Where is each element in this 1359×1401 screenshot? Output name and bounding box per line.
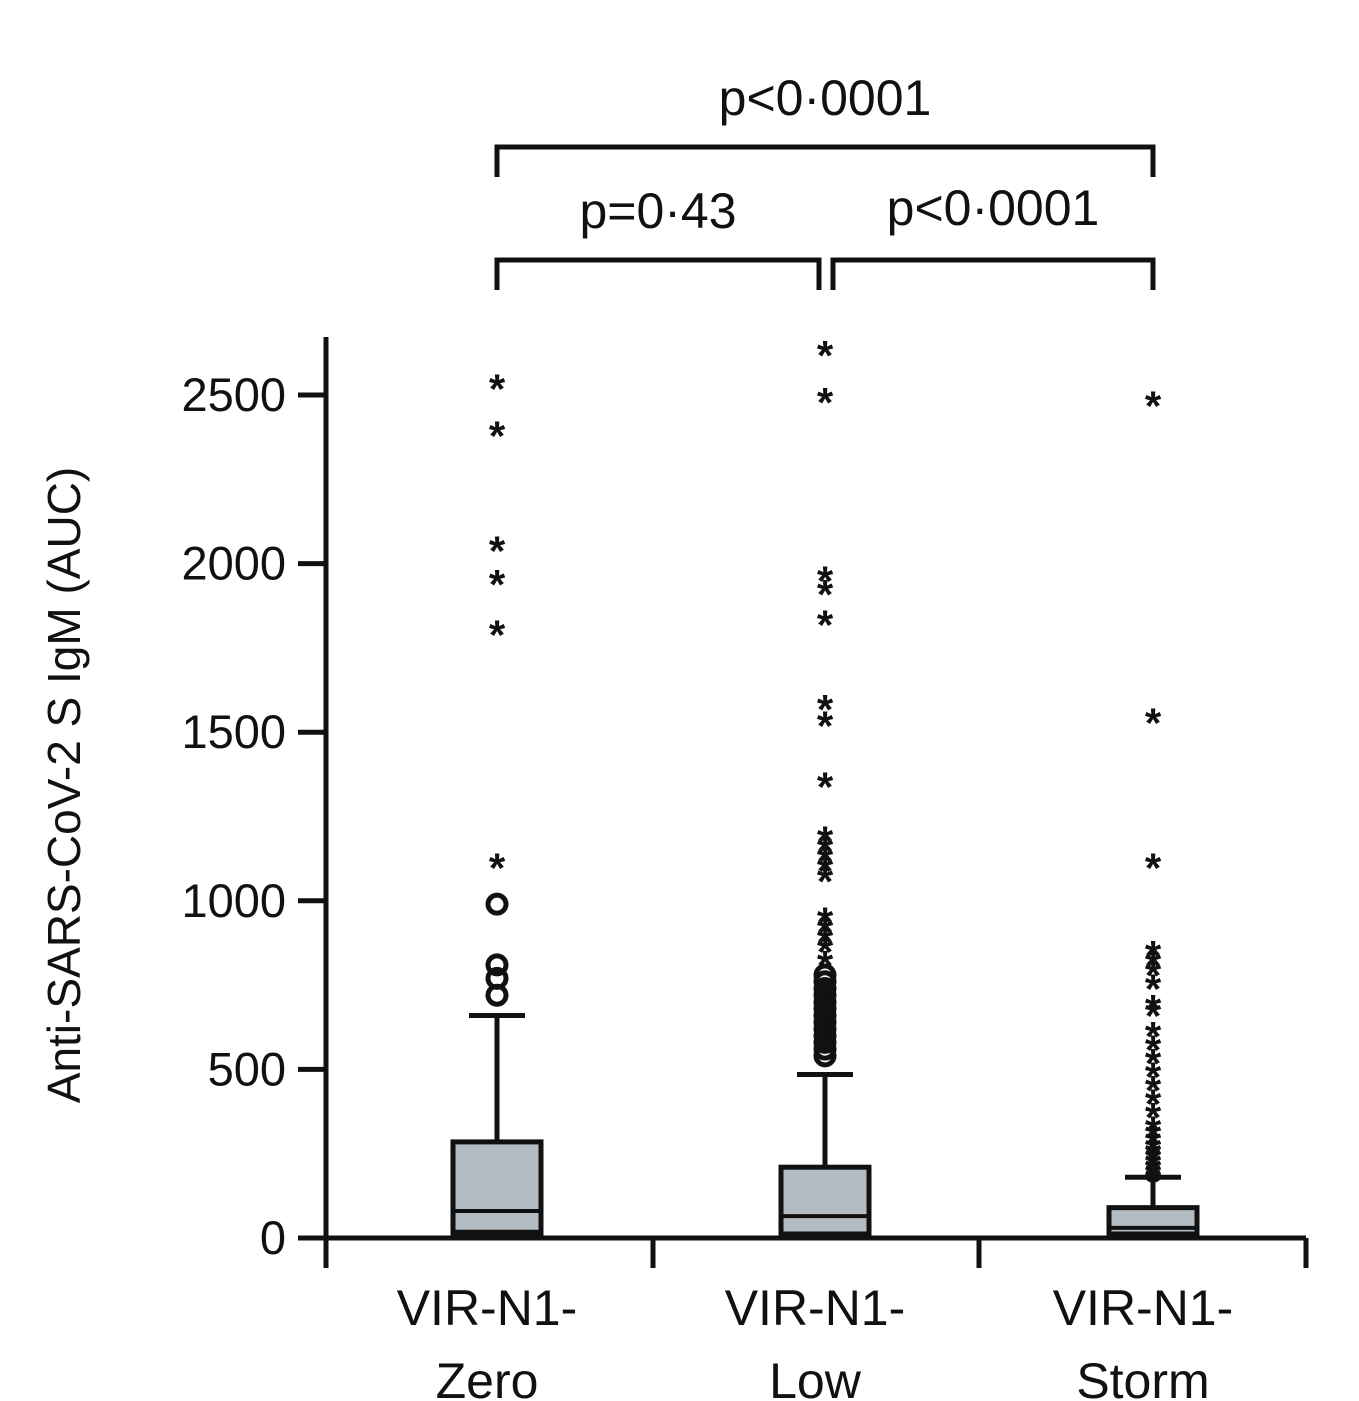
outlier-star-2-9: * [1145, 1107, 1162, 1154]
outlier-star-2-8: * [1145, 1114, 1162, 1161]
boxes [450, 1012, 1200, 1237]
y-tick-label-2500: 2500 [181, 368, 286, 421]
outlier-star-0-3: * [489, 527, 506, 574]
y-tick-label-2000: 2000 [181, 537, 286, 590]
outlier-star-2-14: * [1145, 1040, 1162, 1087]
outlier-star-2-5: * [1145, 1133, 1162, 1180]
outlier-star-1-10: * [817, 763, 834, 810]
outlier-star-0-1: * [489, 612, 506, 659]
y-tick-label-1500: 1500 [181, 705, 286, 758]
outlier-star-2-25: * [1145, 382, 1162, 429]
outlier-star-2-12: * [1145, 1067, 1162, 1114]
outlier-star-2-4: * [1145, 1138, 1162, 1185]
outlier-star-1-12: * [817, 686, 834, 733]
bracket-0-1 [494, 257, 822, 290]
outlier-star-2-3: * [1145, 1143, 1162, 1190]
outlier-star-1-11: * [817, 703, 834, 750]
outlier-star-1-2: * [817, 919, 834, 966]
outlier-star-2-20: * [1145, 952, 1162, 999]
outlier-star-1-17: * [817, 332, 834, 379]
outliers: ****************************************… [485, 332, 1162, 1205]
category-label-0-line1: VIR-N1- [397, 1280, 578, 1336]
outlier-circle-0-2 [485, 953, 509, 977]
bracket-0-2 [494, 144, 1156, 177]
y-tick-label-0: 0 [260, 1211, 286, 1264]
outlier-star-1-3: * [817, 908, 834, 955]
outlier-star-2-19: * [1145, 966, 1162, 1013]
outlier-star-2-6: * [1145, 1128, 1162, 1175]
y-tick-label-1000: 1000 [181, 874, 286, 927]
y-tick-label-500: 500 [208, 1042, 286, 1095]
outlier-star-1-5: * [817, 858, 834, 905]
p-value-1-2: p<0·0001 [887, 180, 1100, 236]
outlier-star-2-16: * [1145, 1013, 1162, 1060]
outlier-star-1-8: * [817, 827, 834, 874]
outlier-star-2-11: * [1145, 1080, 1162, 1127]
outlier-circle-1-12 [813, 963, 837, 987]
outlier-star-2-2: * [1145, 1148, 1162, 1195]
outlier-star-2-15: * [1145, 1026, 1162, 1073]
outlier-star-2-24: * [1145, 699, 1162, 746]
outlier-star-1-16: * [817, 379, 834, 426]
category-label-0-line2: Zero [436, 1353, 539, 1401]
outlier-star-2-1: * [1145, 1153, 1162, 1200]
outlier-star-1-0: * [817, 942, 834, 989]
p-value-0-1: p=0·43 [579, 183, 736, 239]
outlier-star-1-13: * [817, 602, 834, 649]
box-2 [1106, 1205, 1200, 1237]
outlier-star-2-17: * [1145, 993, 1162, 1040]
p-value-0-2: p<0·0001 [719, 70, 932, 126]
outlier-star-0-2: * [489, 561, 506, 608]
outlier-star-1-6: * [817, 848, 834, 895]
box-0 [450, 1139, 544, 1237]
outlier-star-1-4: * [817, 898, 834, 945]
outlier-star-2-18: * [1145, 986, 1162, 1033]
category-label-2-line1: VIR-N1- [1053, 1280, 1234, 1336]
outlier-star-2-10: * [1145, 1094, 1162, 1141]
outlier-star-1-15: * [817, 558, 834, 605]
outlier-star-2-13: * [1145, 1053, 1162, 1100]
outlier-star-2-22: * [1145, 932, 1162, 979]
outlier-star-1-7: * [817, 838, 834, 885]
box-1 [778, 1164, 872, 1237]
outlier-star-0-4: * [489, 413, 506, 460]
outlier-star-0-5: * [489, 366, 506, 413]
outlier-star-2-0: * [1145, 1158, 1162, 1205]
significance-brackets: p=0·43 p<0·0001 p<0·0001 [494, 70, 1156, 290]
bracket-1-2 [830, 257, 1156, 290]
axes [298, 337, 1309, 1268]
outlier-star-2-23: * [1145, 844, 1162, 891]
labels: Anti-SARS-CoV-2 S IgM (AUC) 0 500 1000 1500… [38, 368, 1233, 1401]
outlier-star-1-14: * [817, 571, 834, 618]
category-label-1-line2: Low [769, 1353, 862, 1401]
outlier-circle-0-1 [485, 966, 509, 990]
category-label-2-line2: Storm [1076, 1353, 1209, 1401]
y-axis-label: Anti-SARS-CoV-2 S IgM (AUC) [38, 467, 90, 1103]
outlier-star-1-9: * [817, 817, 834, 864]
outlier-star-2-21: * [1145, 942, 1162, 989]
category-label-1-line1: VIR-N1- [725, 1280, 906, 1336]
outlier-star-2-7: * [1145, 1121, 1162, 1168]
outlier-star-0-0: * [489, 844, 506, 891]
outlier-circle-0-3 [485, 892, 509, 916]
outlier-star-1-1: * [817, 929, 834, 976]
